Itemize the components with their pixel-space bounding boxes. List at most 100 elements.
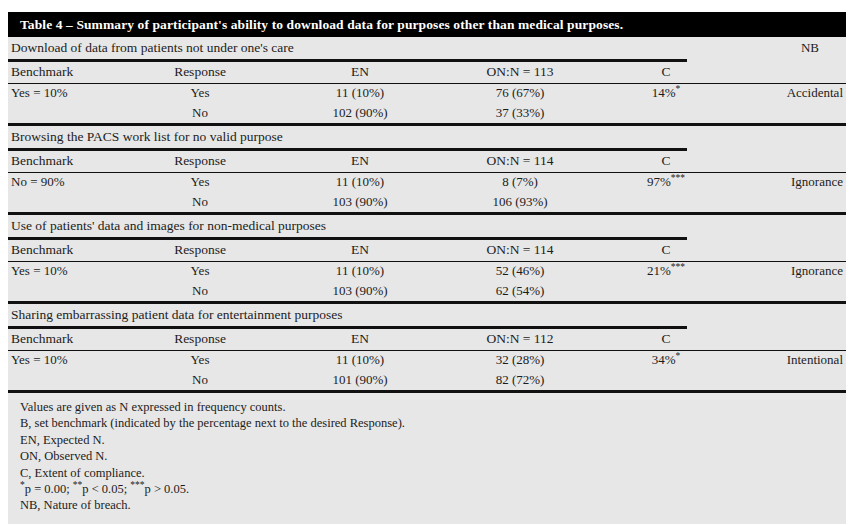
col-header-benchmark: Benchmark [8, 329, 130, 350]
data-row: Yes = 10% Yes 11 (10%) 76 (67%) 14%* Acc… [8, 83, 846, 103]
page: { "table": { "caption": "Table 4 – Summa… [0, 0, 854, 525]
c-significance: *** [671, 173, 685, 183]
en-cell: 11 (10%) [270, 172, 450, 192]
nb-cell: Ignorance [742, 261, 846, 281]
col-header-benchmark: Benchmark [8, 62, 130, 83]
section-browsing: Browsing the PACS work list for no valid… [8, 126, 846, 215]
en-cell: 103 (90%) [270, 281, 450, 301]
sig-star-3: *** [130, 480, 144, 490]
on-cell: 52 (46%) [450, 261, 590, 281]
footnote-line: ON, Observed N. [20, 448, 846, 464]
nb-cell: Ignorance [742, 172, 846, 192]
response-cell: Yes [130, 83, 270, 103]
data-row: Yes = 10% Yes 11 (10%) 52 (46%) 21%*** I… [8, 261, 846, 281]
benchmark-cell: Yes = 10% [8, 83, 130, 103]
nb-cell [742, 192, 846, 212]
col-header-benchmark: Benchmark [8, 240, 130, 261]
header-row: Benchmark Response EN ON:N = 113 C [8, 62, 846, 83]
c-value: 14% [652, 85, 676, 100]
on-cell: 62 (54%) [450, 281, 590, 301]
footnote-line: Values are given as N expressed in frequ… [20, 399, 846, 415]
table-body: Download of data from patients not under… [8, 37, 846, 524]
col-header-en: EN [270, 62, 450, 83]
c-cell: 34%* [590, 350, 742, 370]
header-row: Benchmark Response EN ON:N = 112 C [8, 329, 846, 350]
c-value: 34% [652, 352, 676, 367]
sig-star-2: ** [73, 480, 83, 490]
response-cell: No [130, 281, 270, 301]
c-cell [590, 281, 742, 301]
en-cell: 102 (90%) [270, 103, 450, 123]
data-row: No = 90% Yes 11 (10%) 8 (7%) 97%*** Igno… [8, 172, 846, 192]
section-table: Benchmark Response EN ON:N = 114 C No = … [8, 151, 846, 212]
en-cell: 101 (90%) [270, 370, 450, 390]
col-header-c: C [590, 151, 742, 172]
col-header-on: ON:N = 114 [450, 151, 590, 172]
section-use-of-data: Use of patients' data and images for non… [8, 215, 846, 304]
section-title-row: Download of data from patients not under… [8, 37, 846, 59]
col-header-on: ON:N = 112 [450, 329, 590, 350]
section-title: Browsing the PACS work list for no valid… [11, 129, 283, 145]
col-header-on: ON:N = 114 [450, 240, 590, 261]
data-row: No 102 (90%) 37 (33%) [8, 103, 846, 123]
on-cell: 37 (33%) [450, 103, 590, 123]
c-cell: 97%*** [590, 172, 742, 192]
section-download: Download of data from patients not under… [8, 37, 846, 126]
col-header-en: EN [270, 240, 450, 261]
c-cell [590, 370, 742, 390]
data-row: Yes = 10% Yes 11 (10%) 32 (28%) 34%* Int… [8, 350, 846, 370]
response-cell: Yes [130, 261, 270, 281]
header-row: Benchmark Response EN ON:N = 114 C [8, 151, 846, 172]
benchmark-cell [8, 103, 130, 123]
col-header-nb-spacer [742, 329, 846, 350]
benchmark-cell: Yes = 10% [8, 261, 130, 281]
benchmark-cell [8, 370, 130, 390]
section-title: Use of patients' data and images for non… [11, 218, 326, 234]
col-header-response: Response [130, 151, 270, 172]
benchmark-cell: Yes = 10% [8, 350, 130, 370]
nb-cell: Accidental [742, 83, 846, 103]
table-4: Table 4 – Summary of participant's abili… [8, 12, 846, 524]
col-header-nb-spacer [742, 240, 846, 261]
response-cell: Yes [130, 350, 270, 370]
on-cell: 106 (93%) [450, 192, 590, 212]
response-cell: No [130, 370, 270, 390]
col-header-en: EN [270, 151, 450, 172]
sig-text-1: p = 0.00; [25, 482, 73, 496]
on-cell: 8 (7%) [450, 172, 590, 192]
col-header-nb-spacer [742, 62, 846, 83]
benchmark-cell [8, 281, 130, 301]
section-title-row: Browsing the PACS work list for no valid… [8, 126, 846, 148]
col-header-en: EN [270, 329, 450, 350]
en-cell: 103 (90%) [270, 192, 450, 212]
response-cell: No [130, 103, 270, 123]
section-sharing: Sharing embarrassing patient data for en… [8, 304, 846, 393]
section-title-row: Use of patients' data and images for non… [8, 215, 846, 237]
c-cell: 21%*** [590, 261, 742, 281]
col-header-response: Response [130, 329, 270, 350]
footnote-line: C, Extent of compliance. [20, 465, 846, 481]
nb-cell [742, 281, 846, 301]
section-title-row: Sharing embarrassing patient data for en… [8, 304, 846, 326]
c-cell [590, 103, 742, 123]
section-title: Sharing embarrassing patient data for en… [11, 307, 342, 323]
section-table: Benchmark Response EN ON:N = 113 C Yes =… [8, 62, 846, 123]
col-header-benchmark: Benchmark [8, 151, 130, 172]
c-cell [590, 192, 742, 212]
c-significance: * [676, 84, 681, 94]
response-cell: No [130, 192, 270, 212]
col-header-response: Response [130, 240, 270, 261]
response-cell: Yes [130, 172, 270, 192]
data-row: No 103 (90%) 106 (93%) [8, 192, 846, 212]
on-cell: 76 (67%) [450, 83, 590, 103]
footnote-line: EN, Expected N. [20, 432, 846, 448]
c-value: 21% [647, 263, 671, 278]
col-header-on: ON:N = 113 [450, 62, 590, 83]
section-table: Benchmark Response EN ON:N = 112 C Yes =… [8, 329, 846, 390]
benchmark-cell [8, 192, 130, 212]
sig-text-2: p < 0.05; [82, 482, 130, 496]
col-header-c: C [590, 62, 742, 83]
on-cell: 32 (28%) [450, 350, 590, 370]
nb-column-header: NB [801, 40, 846, 56]
c-significance: *** [671, 262, 685, 272]
